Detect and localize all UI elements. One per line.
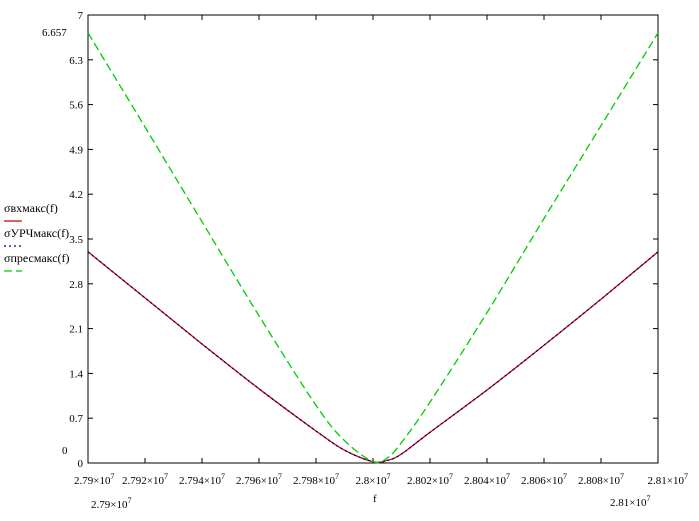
y-tick-labels: 0 0.7 1.4 2.1 2.8 3.5 4.2 4.9 5.6 6.3 7 [69,10,83,470]
x-tick-label: 2.796×107 [236,472,282,487]
x-range-left-label: 2.79×107 [91,496,131,511]
legend-entry-label: σвхмакс(f) [4,201,58,215]
x-range-right-label: 2.81×107 [610,494,650,509]
y-tick-label: 6.3 [69,55,83,67]
y-tick-label: 0.7 [69,413,83,425]
y-tick-label: 4.2 [69,189,83,201]
plot-frame [87,14,659,464]
y-tick-label: 5.6 [69,100,83,112]
x-tick-label: 2.8×107 [356,472,391,487]
y-tick-label: 0 [78,458,84,470]
x-axis-label: f [373,493,377,505]
y-grid [88,59,658,419]
x-tick-label: 2.81×107 [648,472,688,487]
legend-entry-label: σУРЧмакс(f) [4,226,69,240]
y-range-bottom-label: 0 [62,445,68,457]
series-group [87,32,659,464]
legend: σвхмакс(f) σУРЧмакс(f) σпресмакс(f) [4,201,70,272]
y-tick-label: 7 [78,10,84,22]
x-tick-labels: 2.79×107 2.792×107 2.794×107 2.796×107 2.798… [74,472,688,487]
x-tick-label: 2.792×107 [122,472,168,487]
x-tick-label: 2.798×107 [293,472,339,487]
series-line-1 [87,251,659,464]
series-line-2 [87,251,659,464]
x-tick-label: 2.794×107 [179,472,225,487]
y-range-top-label: 6.657 [42,27,67,39]
series-line-3 [87,32,659,464]
y-tick-label: 3.5 [69,234,83,246]
x-tick-label: 2.808×107 [578,472,624,487]
y-tick-label: 1.4 [69,368,83,380]
x-grid [87,15,659,463]
x-tick-label: 2.79×107 [74,472,114,487]
legend-entry-label: σпресмакс(f) [4,251,70,265]
y-tick-label: 2.1 [69,324,83,336]
x-tick-label: 2.802×107 [407,472,453,487]
x-tick-label: 2.804×107 [464,472,510,487]
y-tick-label: 2.8 [69,279,83,291]
x-tick-label: 2.806×107 [521,472,567,487]
y-tick-label: 4.9 [69,144,83,156]
